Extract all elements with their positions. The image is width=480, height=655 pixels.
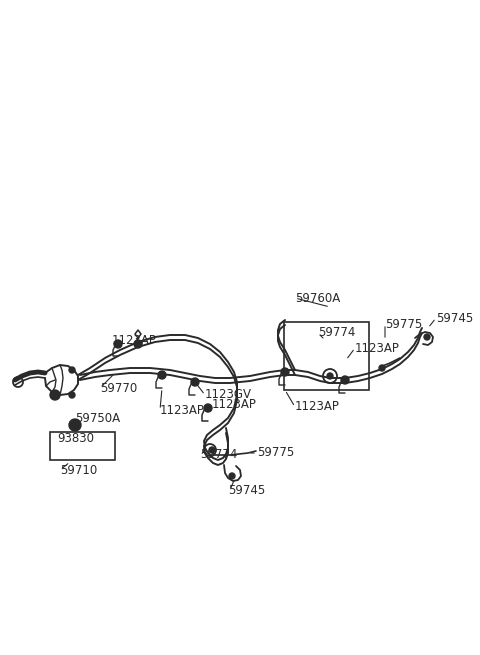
Text: 1123AP: 1123AP	[160, 403, 205, 417]
Circle shape	[158, 371, 166, 379]
Bar	[50, 432, 115, 460]
Circle shape	[134, 340, 142, 348]
Circle shape	[191, 378, 199, 386]
Circle shape	[281, 368, 289, 376]
Circle shape	[424, 334, 430, 340]
Circle shape	[204, 404, 212, 412]
Text: 59760A: 59760A	[295, 291, 340, 305]
Circle shape	[50, 390, 60, 400]
Circle shape	[229, 473, 235, 479]
Circle shape	[69, 392, 75, 398]
Text: 59774: 59774	[200, 449, 238, 462]
Text: 59745: 59745	[228, 483, 265, 496]
Circle shape	[209, 447, 215, 453]
Text: 1123AP: 1123AP	[355, 341, 400, 354]
Circle shape	[327, 373, 333, 379]
Text: 59710: 59710	[60, 464, 97, 476]
Bar	[284, 322, 369, 390]
Text: 1123AP: 1123AP	[295, 400, 340, 413]
Text: 59750A: 59750A	[75, 411, 120, 424]
Text: 59775: 59775	[385, 318, 422, 331]
Circle shape	[69, 419, 81, 431]
Text: 59745: 59745	[436, 312, 473, 324]
Text: 1123AP: 1123AP	[212, 398, 257, 411]
Text: 59770: 59770	[100, 381, 137, 394]
Circle shape	[379, 365, 385, 371]
Circle shape	[114, 340, 122, 348]
Circle shape	[341, 376, 349, 384]
Text: 93830: 93830	[57, 432, 94, 445]
Text: 59774: 59774	[318, 326, 355, 339]
Text: 1123GV: 1123GV	[205, 388, 252, 402]
Text: 59775: 59775	[257, 447, 294, 460]
Text: 1123AP: 1123AP	[112, 333, 157, 346]
Circle shape	[69, 367, 75, 373]
